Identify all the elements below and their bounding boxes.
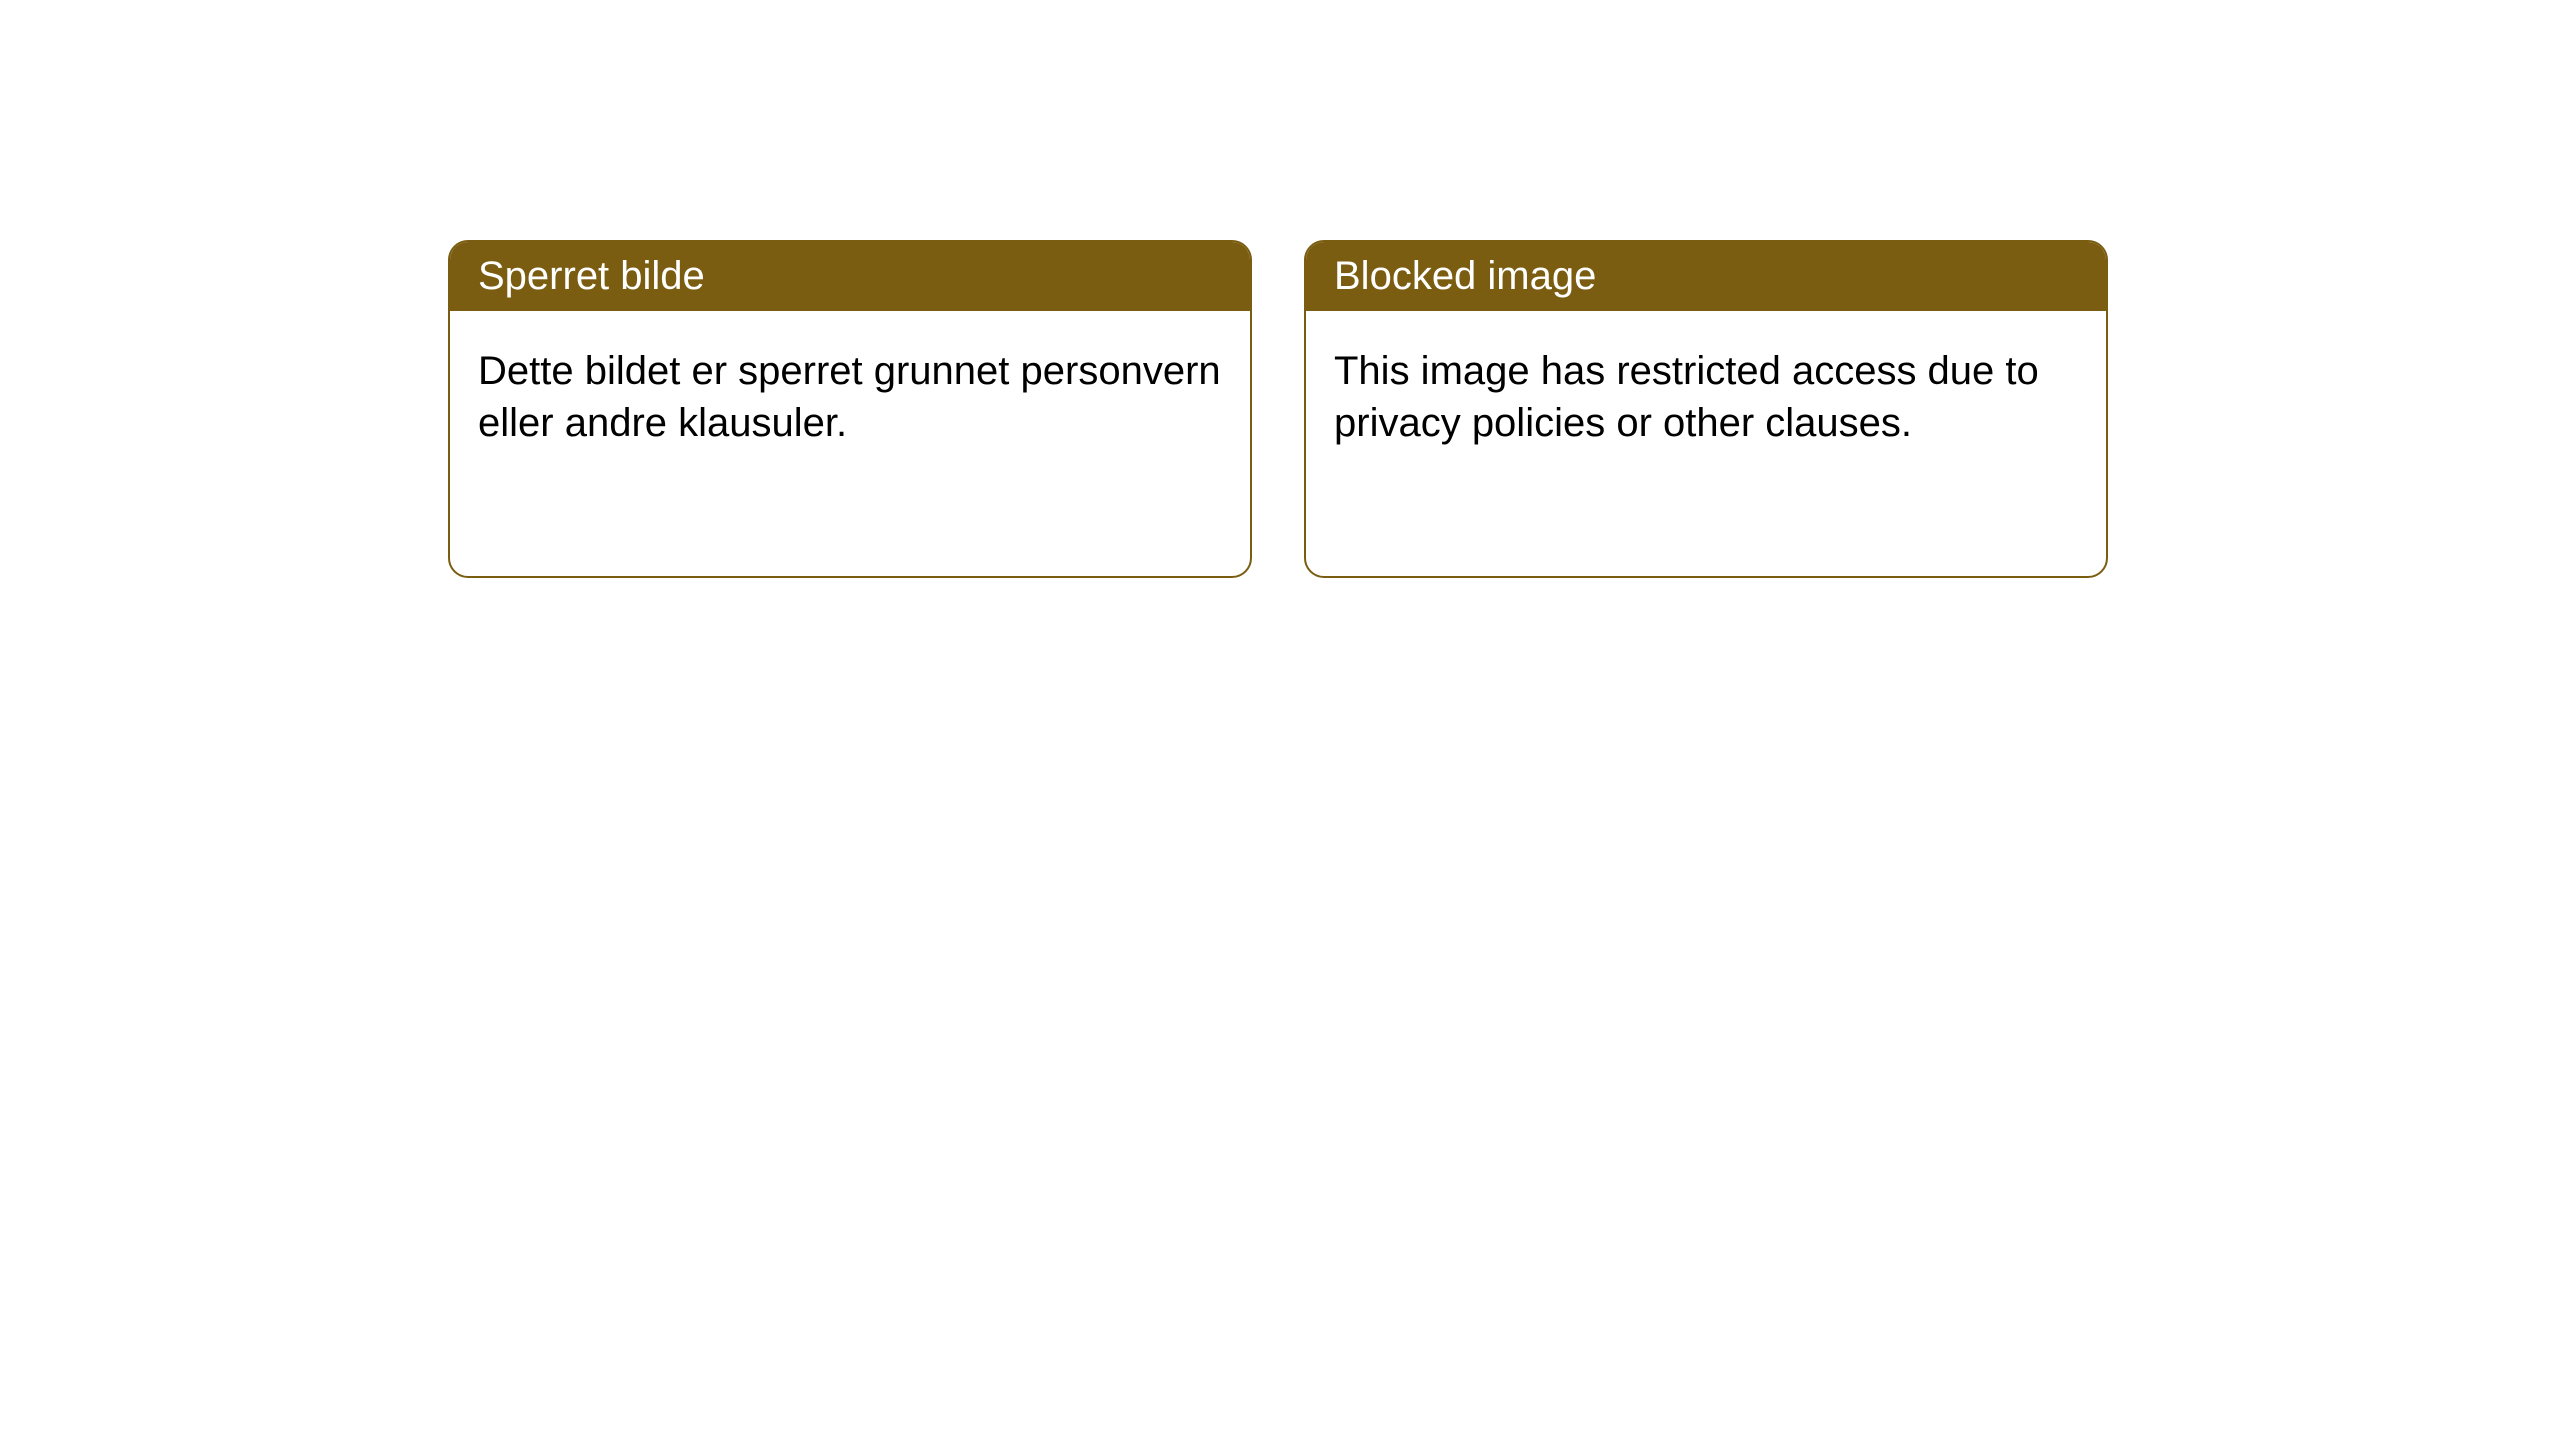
notice-card-body: Dette bildet er sperret grunnet personve… [450,311,1250,483]
notice-card-title: Blocked image [1306,242,2106,311]
notice-card-body: This image has restricted access due to … [1306,311,2106,483]
notice-card-english: Blocked image This image has restricted … [1304,240,2108,578]
notice-cards-container: Sperret bilde Dette bildet er sperret gr… [0,0,2560,578]
notice-card-title: Sperret bilde [450,242,1250,311]
notice-card-norwegian: Sperret bilde Dette bildet er sperret gr… [448,240,1252,578]
